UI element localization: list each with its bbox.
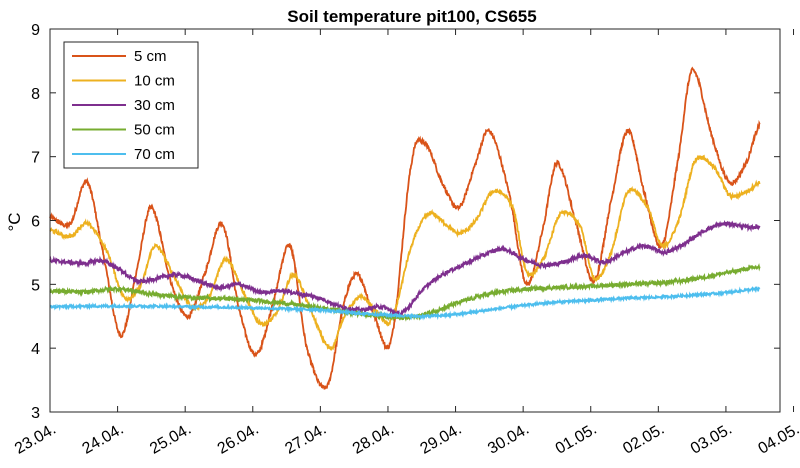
y-tick-label: 4 — [31, 341, 40, 358]
legend-label-3: 50 cm — [134, 122, 175, 139]
x-tick-label: 28.04. — [350, 421, 397, 458]
x-tick-label: 29.04. — [418, 421, 465, 458]
series-line-1 — [49, 154, 761, 351]
y-tick-label: 9 — [31, 22, 40, 39]
y-axis-label: °C — [5, 212, 24, 231]
y-tick-label: 5 — [31, 277, 40, 294]
x-tick-label: 04.05. — [755, 421, 800, 458]
legend: 5 cm 10 cm 30 cm 50 cm 70 cm — [63, 41, 199, 169]
x-tick-label: 26.04. — [215, 421, 262, 458]
legend-label-1: 10 cm — [134, 73, 175, 90]
legend-label-2: 30 cm — [134, 97, 175, 114]
legend-label-4: 70 cm — [134, 146, 175, 163]
series-line-2 — [49, 219, 761, 317]
x-tick-label: 23.04. — [12, 421, 59, 458]
x-tick-label: 02.05. — [620, 421, 667, 458]
plot-series — [49, 66, 761, 390]
x-tick-label: 25.04. — [147, 421, 194, 458]
series-line-0 — [49, 66, 761, 390]
y-tick-label: 3 — [31, 405, 40, 422]
y-tick-label: 7 — [31, 150, 40, 167]
x-tick-label: 01.05. — [553, 421, 600, 458]
x-tick-label: 24.04. — [80, 421, 127, 458]
chart-title: Soil temperature pit100, CS655 — [287, 7, 536, 26]
y-tick-label: 6 — [31, 214, 40, 231]
legend-label-0: 5 cm — [134, 48, 167, 65]
x-tick-label: 30.04. — [485, 421, 532, 458]
series-line-4 — [49, 285, 761, 321]
x-tick-label: 27.04. — [282, 421, 329, 458]
x-tick-label: 03.05. — [688, 421, 735, 458]
y-tick-label: 8 — [31, 86, 40, 103]
